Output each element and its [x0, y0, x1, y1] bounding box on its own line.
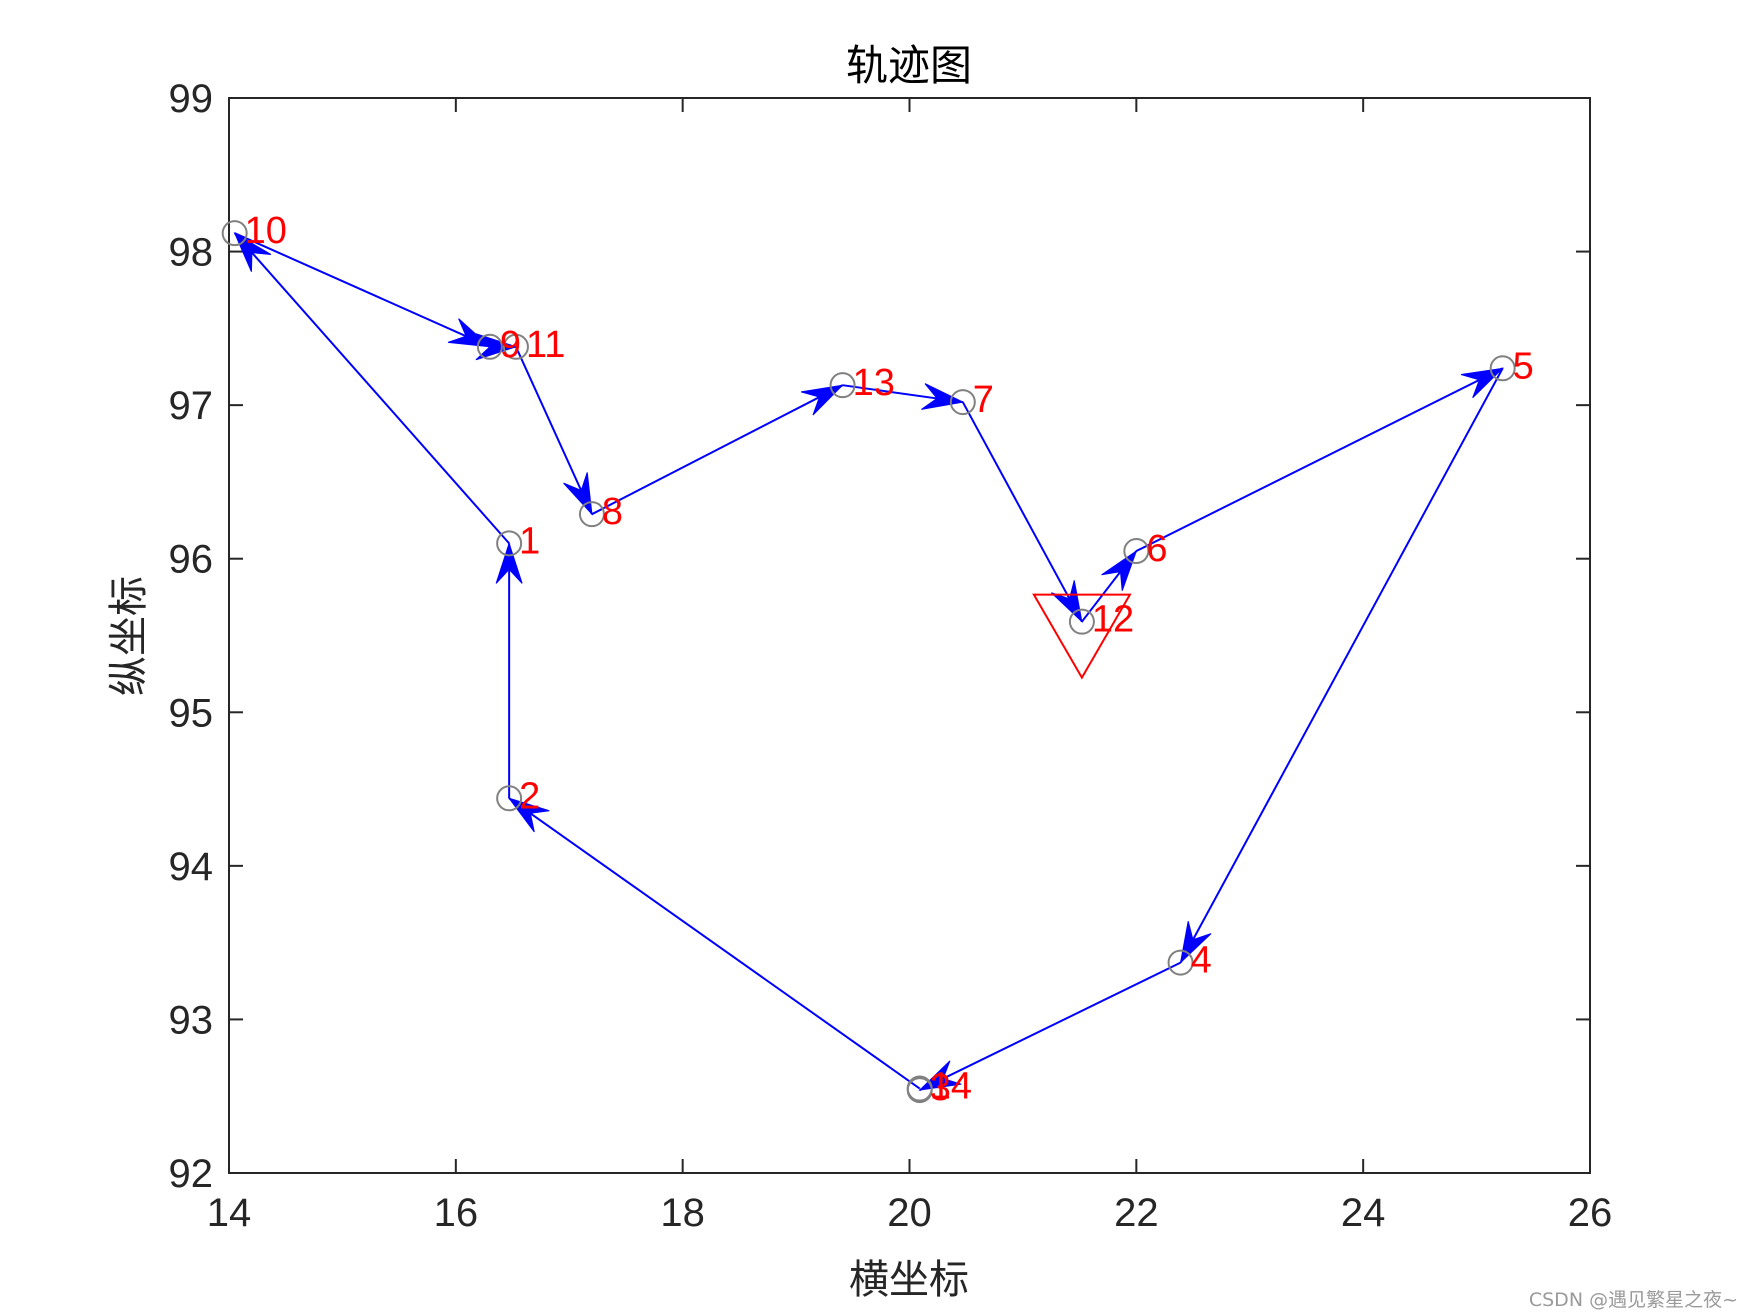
path-line — [233, 232, 510, 545]
point-marker — [578, 501, 605, 528]
point-label: 10 — [245, 210, 287, 252]
y-tick-label: 95 — [169, 691, 214, 735]
point-label: 2 — [519, 775, 540, 817]
point-label: 4 — [1191, 940, 1212, 982]
y-axis-title: 纵坐标 — [106, 576, 152, 696]
point-markers — [221, 220, 1516, 1104]
axis-ticks — [228, 97, 1591, 1174]
point-marker — [1167, 949, 1194, 976]
path-line — [234, 232, 491, 348]
path-segment — [591, 384, 845, 516]
y-tick-labels: 92 93 94 95 96 97 98 99 — [169, 77, 214, 1196]
start-marker — [1032, 593, 1132, 680]
path-line — [508, 797, 921, 1090]
path-line — [1179, 367, 1504, 964]
path-segment — [515, 346, 593, 516]
point-label: 5 — [1513, 345, 1534, 387]
arrowhead — [1101, 549, 1138, 591]
point-label: 3 — [930, 1067, 951, 1109]
x-tick-label: 16 — [434, 1191, 479, 1235]
arrowhead — [1460, 367, 1505, 399]
point-marker — [1068, 608, 1095, 635]
y-tick-label: 94 — [169, 845, 214, 889]
y-tick-label: 93 — [169, 998, 214, 1042]
path-line — [1135, 367, 1504, 552]
point-label: 7 — [973, 379, 994, 421]
x-tick-label: 14 — [207, 1191, 252, 1235]
arrowhead — [447, 318, 492, 348]
x-tick-label: 18 — [660, 1191, 705, 1235]
path-segment — [507, 797, 921, 1090]
y-tick-label: 98 — [169, 231, 214, 275]
x-tick-label: 26 — [1568, 1191, 1613, 1235]
path-segment — [1135, 367, 1505, 552]
arrowhead — [563, 472, 593, 516]
path-segment — [842, 383, 965, 410]
x-tick-label: 24 — [1341, 1191, 1386, 1235]
path-line — [591, 384, 844, 516]
y-tick-label: 99 — [169, 77, 214, 121]
y-tick-label: 97 — [169, 384, 214, 428]
point-marker — [1123, 538, 1150, 565]
arrowhead — [921, 383, 965, 410]
x-axis-title: 横坐标 — [849, 1257, 969, 1303]
path-segment — [475, 333, 518, 361]
y-tick-label: 96 — [169, 538, 214, 582]
trajectory-path — [233, 231, 1505, 1091]
point-label: 8 — [602, 491, 623, 533]
chart-title: 轨迹图 — [846, 41, 972, 90]
path-line — [961, 401, 1083, 623]
x-tick-label: 22 — [1114, 1191, 1159, 1235]
point-label: 1 — [519, 520, 540, 562]
path-segment — [1179, 367, 1504, 965]
point-marker — [906, 1075, 933, 1102]
point-label: 14 — [930, 1066, 972, 1108]
path-line — [515, 346, 593, 515]
point-label: 6 — [1146, 528, 1167, 570]
arrowhead — [507, 797, 550, 833]
arrowhead — [495, 541, 523, 584]
point-label: 12 — [1092, 599, 1134, 641]
path-segment — [1081, 549, 1138, 623]
arrowhead — [233, 231, 272, 272]
x-tick-labels: 14 16 18 20 22 24 26 — [207, 1191, 1613, 1235]
path-line — [919, 961, 1182, 1091]
point-label: 13 — [853, 362, 895, 404]
point-label: 11 — [526, 324, 565, 366]
point-marker — [829, 372, 856, 399]
y-tick-label: 92 — [169, 1152, 214, 1196]
point-marker — [949, 389, 976, 416]
point-label: 9 — [500, 324, 521, 366]
point-marker — [1489, 355, 1516, 382]
x-tick-label: 20 — [887, 1191, 932, 1235]
arrowhead — [800, 384, 845, 416]
point-marker — [502, 333, 529, 360]
path-segment — [495, 541, 523, 799]
point-marker — [496, 785, 523, 812]
arrowhead — [1051, 580, 1083, 624]
watermark: CSDN @遇见繁星之夜~ — [1529, 1289, 1738, 1311]
plot-area-frame — [228, 97, 1591, 1174]
arrowhead — [475, 333, 518, 361]
path-segment — [961, 401, 1083, 624]
point-marker — [221, 220, 248, 247]
point-marker — [496, 530, 523, 557]
path-segment — [233, 231, 510, 545]
point-marker — [476, 333, 503, 360]
